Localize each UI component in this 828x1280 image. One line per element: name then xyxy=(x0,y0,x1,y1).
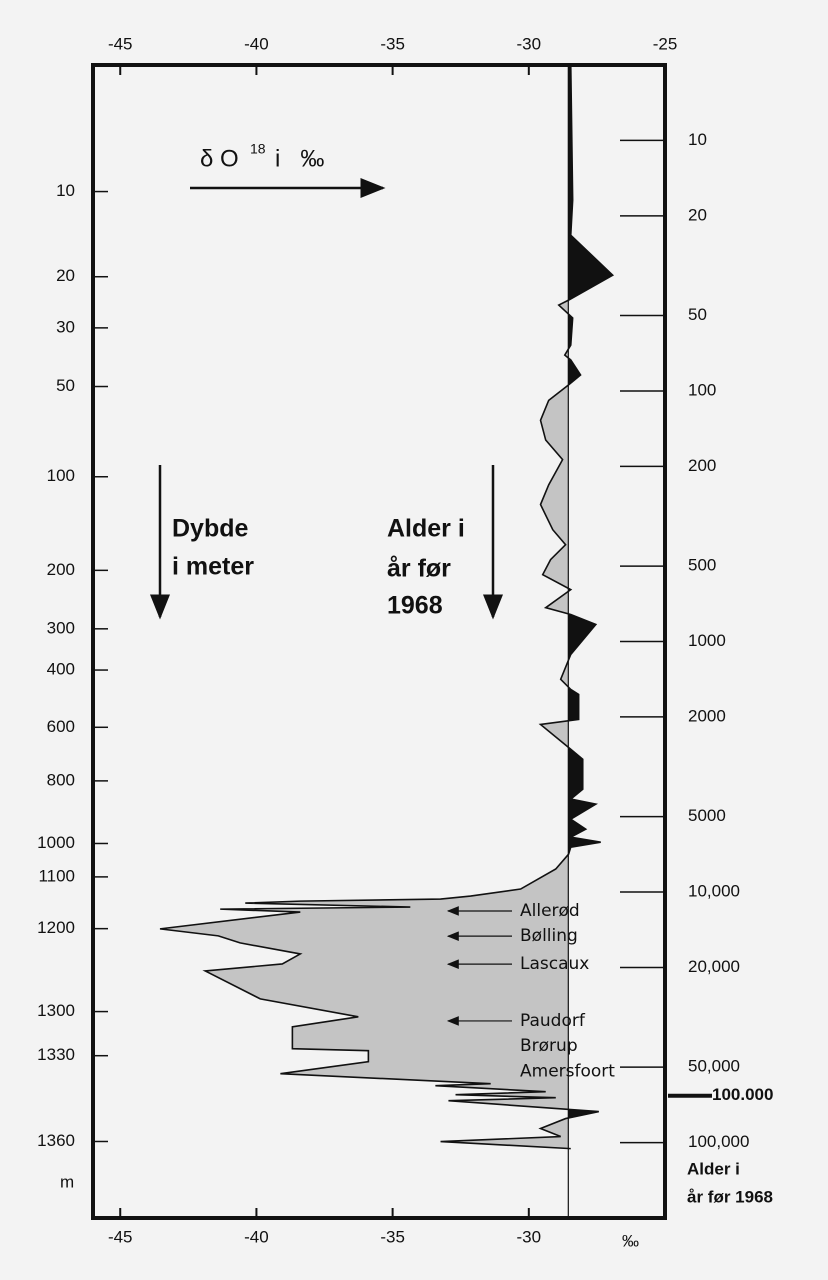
depth-tick-label: 200 xyxy=(47,560,75,579)
x-label: δ O xyxy=(200,145,239,172)
event-label: Amersfoort xyxy=(520,1062,615,1082)
x-tick-label: -45 xyxy=(108,34,133,53)
y-tick-label: 500 xyxy=(688,556,716,575)
curve xyxy=(159,64,615,1150)
x-label-sup: 18 xyxy=(250,141,266,157)
y-tick-label: 10 xyxy=(688,130,707,149)
x-tick-label: -35 xyxy=(380,34,405,53)
depth-tick-label: 400 xyxy=(47,660,75,679)
area-below xyxy=(160,65,569,1149)
depth-tick-label: 300 xyxy=(47,618,75,637)
depth-tick-label: 30 xyxy=(56,317,75,336)
x-tick-label: -30 xyxy=(517,1227,542,1246)
depth-tick-label: 1300 xyxy=(37,1001,75,1020)
y-label: år før 1968 xyxy=(687,1187,773,1206)
age-label: 1968 xyxy=(387,592,443,620)
x-tick-label: -40 xyxy=(244,34,269,53)
y-tick-label: 20,000 xyxy=(688,957,740,976)
event-label: Paudorf xyxy=(520,1011,586,1031)
depth-tick-label: 800 xyxy=(47,770,75,789)
area-above xyxy=(568,65,613,1149)
x-tick-label: -25 xyxy=(653,34,678,53)
y-tick-label: 10,000 xyxy=(688,882,740,901)
event-label: Allerød xyxy=(520,901,580,921)
depth-tick-label: 10 xyxy=(56,181,75,200)
depth-tick-label: 600 xyxy=(47,717,75,736)
event-label: Brørup xyxy=(520,1036,578,1056)
depth-tick-label: 1360 xyxy=(37,1131,75,1150)
depth-label: i meter xyxy=(172,553,254,581)
y-tick-label: 200 xyxy=(688,456,716,475)
y-tick-label: 20 xyxy=(688,205,707,224)
y-tick-label: 50 xyxy=(688,305,707,324)
depth-tick-label: 1100 xyxy=(38,866,75,885)
y-tick-label: 5000 xyxy=(688,806,726,825)
age-label: Alder i xyxy=(387,515,465,543)
y-tick-label: 100,000 xyxy=(688,1132,749,1151)
marker-label: 100.000 xyxy=(712,1085,773,1104)
y-tick-label: 1000 xyxy=(688,631,726,650)
y-tick-label: 50,000 xyxy=(688,1057,740,1076)
depth-tick-label: 1200 xyxy=(37,918,75,937)
event-label: Lascaux xyxy=(520,954,589,974)
x-tick-label: -40 xyxy=(244,1227,269,1246)
x-label-unit: i ‰ xyxy=(275,145,324,172)
x-tick-label: -45 xyxy=(108,1227,133,1246)
depth-tick-label: 50 xyxy=(56,376,75,395)
x-tick-label: -30 xyxy=(517,34,542,53)
y-label: Alder i xyxy=(687,1159,740,1178)
depth-tick-label: 20 xyxy=(56,266,75,285)
age-label: år før xyxy=(387,555,451,583)
y-tick-label: 100 xyxy=(688,380,716,399)
depth-unit: m xyxy=(60,1172,74,1191)
event-label: Bølling xyxy=(520,926,578,946)
plot-area xyxy=(159,64,615,1218)
depth-tick-label: 1000 xyxy=(37,833,75,852)
x-tick-label: -35 xyxy=(380,1227,405,1246)
depth-label: Dybde xyxy=(172,515,249,543)
depth-tick-label: 100 xyxy=(47,466,75,485)
y-tick-label: 2000 xyxy=(688,706,726,725)
depth-tick-label: 1330 xyxy=(37,1045,75,1064)
bottom-unit: ‰ xyxy=(622,1231,639,1250)
